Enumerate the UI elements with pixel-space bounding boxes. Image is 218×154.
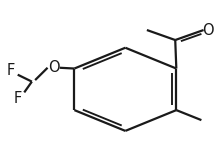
Text: F: F (14, 91, 22, 106)
Text: F: F (7, 63, 15, 78)
Text: O: O (48, 60, 60, 75)
Text: O: O (203, 22, 214, 38)
